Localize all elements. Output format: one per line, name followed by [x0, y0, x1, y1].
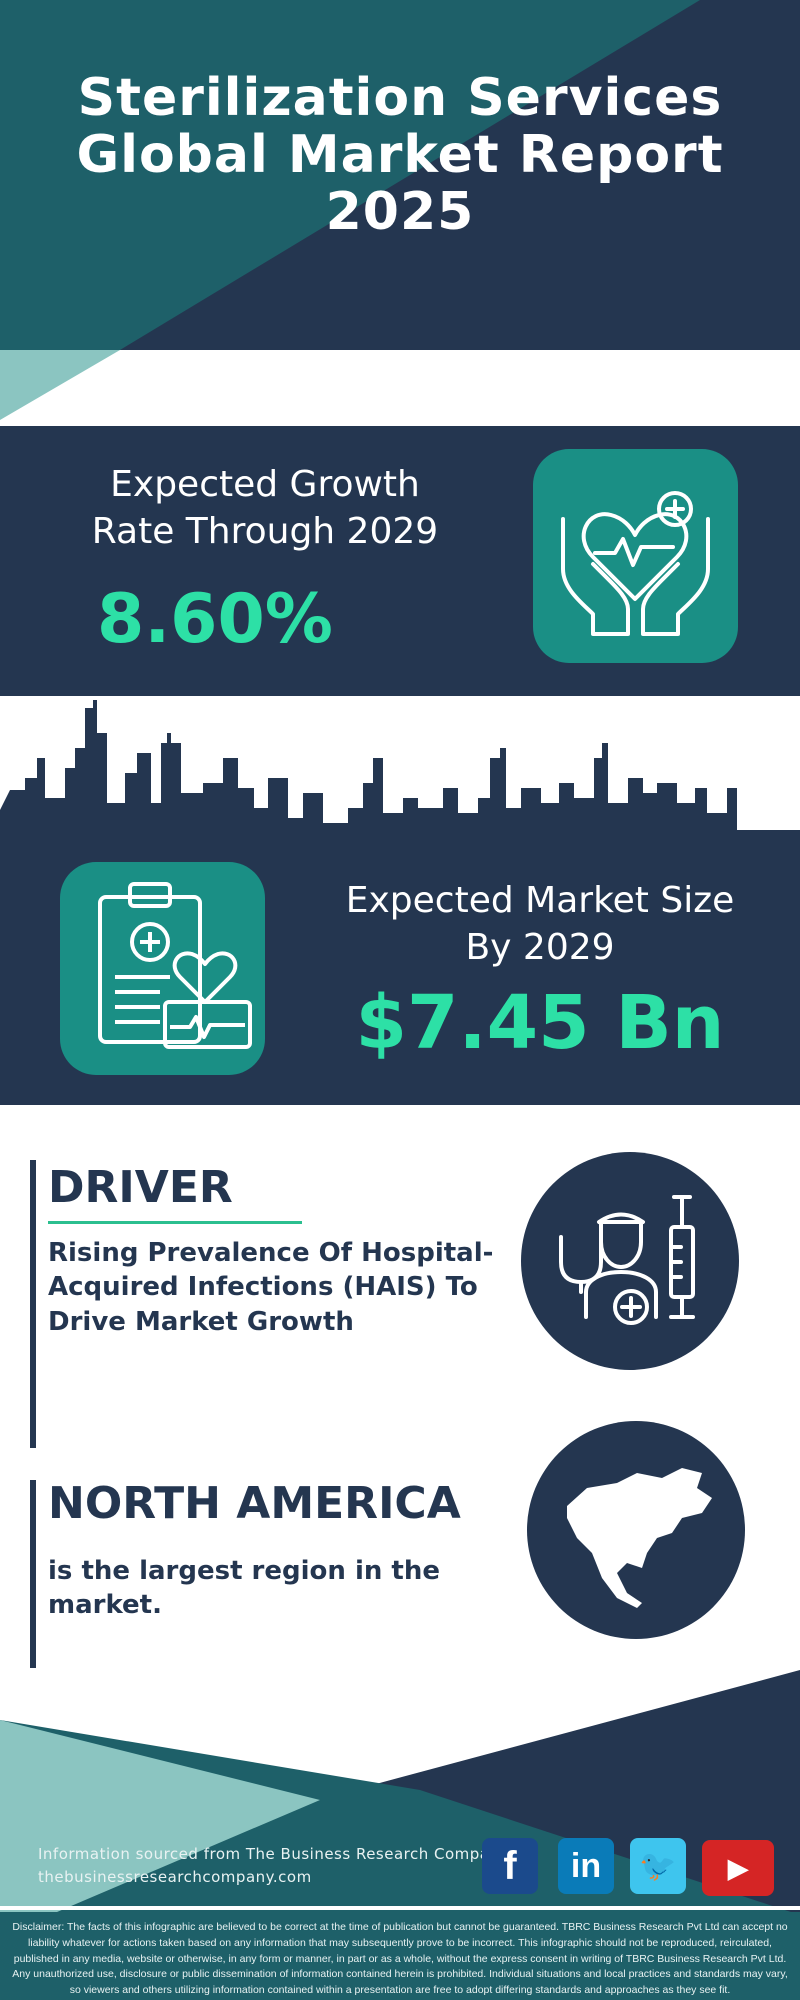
doctor-syringe-icon — [521, 1152, 739, 1370]
growth-label: Expected Growth Rate Through 2029 — [40, 462, 490, 556]
region-heading: NORTH AMERICA — [48, 1478, 461, 1529]
title-line: 2025 — [325, 182, 475, 243]
twitter-icon[interactable]: 🐦 — [630, 1838, 686, 1894]
region-text-line: is the largest region in the — [48, 1556, 440, 1586]
linkedin-icon[interactable]: in — [558, 1838, 614, 1894]
footer-source: Information sourced from The Business Re… — [38, 1843, 509, 1888]
driver-text-line: Drive Market Growth — [48, 1306, 354, 1337]
hands-heart-icon — [533, 449, 738, 663]
title-line: Global Market Report — [76, 125, 724, 186]
driver-text: Rising Prevalence Of Hospital- Acquired … — [48, 1236, 508, 1339]
market-value: $7.45 Bn — [355, 980, 725, 1066]
market-label-line: Expected Market Size — [345, 880, 735, 921]
clipboard-heart-icon — [60, 862, 265, 1075]
north-america-map-icon — [527, 1421, 745, 1639]
growth-label-line: Rate Through 2029 — [91, 510, 439, 552]
driver-underline — [48, 1221, 302, 1224]
youtube-icon[interactable]: ▶ — [702, 1840, 774, 1896]
header-background — [0, 0, 800, 430]
region-text-line: market. — [48, 1590, 162, 1621]
market-label-line: By 2029 — [465, 926, 615, 968]
title-line: Sterilization Services — [77, 68, 723, 128]
city-skyline — [0, 700, 737, 835]
driver-bar — [30, 1160, 36, 1448]
disclaimer: Disclaimer: The facts of this infographi… — [0, 1912, 800, 2000]
page-title: Sterilization Services Global Market Rep… — [0, 68, 800, 243]
growth-label-line: Expected Growth — [110, 464, 420, 505]
growth-value: 8.60% — [97, 580, 333, 659]
region-text: is the largest region in the market. — [48, 1554, 468, 1623]
facebook-icon[interactable]: f — [482, 1838, 538, 1894]
source-text: Information sourced from The Business Re… — [38, 1845, 509, 1863]
region-bar — [30, 1480, 36, 1668]
driver-text-line: Rising Prevalence Of Hospital- — [48, 1238, 494, 1268]
market-label: Expected Market Size By 2029 — [300, 878, 780, 972]
website-link[interactable]: thebusinessresearchcompany.com — [38, 1867, 312, 1886]
driver-text-line: Acquired Infections (HAIS) To — [48, 1272, 478, 1303]
driver-heading: DRIVER — [48, 1162, 233, 1213]
